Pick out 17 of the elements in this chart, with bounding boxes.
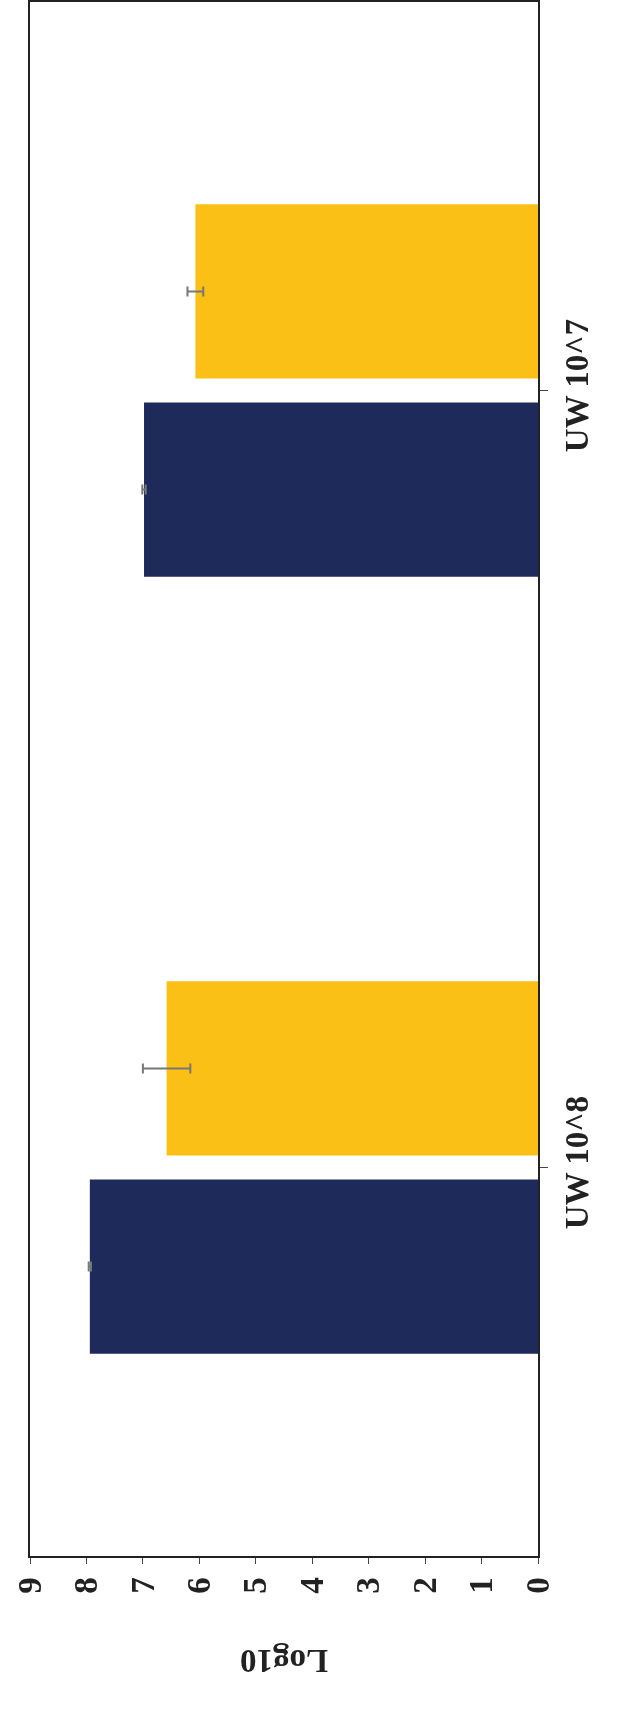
bar — [144, 402, 538, 577]
x-tick-label: 7 — [124, 1577, 161, 1594]
x-tick-label: 5 — [237, 1577, 274, 1594]
y-tick-label: UW 10^8 — [558, 1095, 595, 1230]
x-tick-label: 3 — [350, 1577, 387, 1594]
y-tick-label: UW 10^7 — [558, 318, 595, 453]
x-axis-title: Log10 — [239, 1643, 328, 1679]
x-tick-label: 0 — [519, 1577, 556, 1594]
bar — [195, 204, 538, 379]
bar — [89, 1179, 538, 1354]
x-tick-label: 4 — [293, 1577, 330, 1594]
x-tick-label: 9 — [11, 1577, 48, 1594]
x-tick-label: 8 — [68, 1577, 105, 1594]
x-tick-label: 2 — [406, 1577, 443, 1594]
x-tick-label: 6 — [181, 1577, 218, 1594]
bar — [166, 981, 538, 1156]
x-tick-label: 1 — [463, 1577, 500, 1594]
